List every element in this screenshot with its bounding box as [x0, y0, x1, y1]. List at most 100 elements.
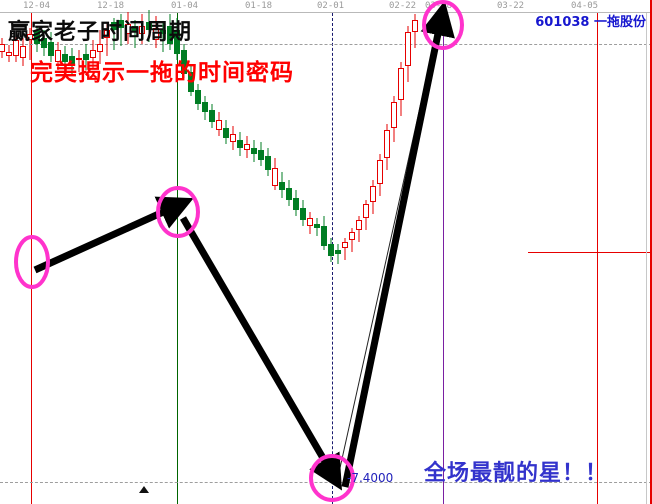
candle-body [356, 220, 362, 230]
candle-body [90, 50, 96, 58]
candlestick [230, 126, 236, 150]
candlestick [111, 18, 117, 50]
candlestick [265, 148, 271, 176]
candle-body [279, 182, 285, 190]
candle-body [223, 128, 229, 138]
candlestick [13, 32, 19, 62]
candle-body [111, 22, 117, 30]
candle-body [349, 232, 355, 240]
candle-body [328, 244, 334, 256]
candle-body [76, 58, 82, 60]
candle-body [300, 208, 306, 220]
candlestick [377, 154, 383, 196]
crosshair-horizontal [528, 252, 652, 253]
candlestick [174, 18, 180, 60]
candle-body [370, 186, 376, 202]
axis-tick-label: 12-04 [23, 1, 51, 11]
candlestick [335, 244, 341, 264]
candlestick [349, 228, 355, 252]
candle-body [118, 20, 124, 28]
candle-body [188, 72, 194, 92]
price-reference-line-2 [0, 44, 652, 45]
candle-body [342, 242, 348, 248]
candlestick [27, 28, 33, 60]
axis-tick-label: 01-18 [245, 1, 273, 11]
candle-body [377, 160, 383, 184]
candlestick [398, 62, 404, 116]
candlestick [244, 136, 250, 158]
candlestick [391, 96, 397, 142]
candlestick [146, 10, 152, 42]
candle-body [335, 250, 341, 254]
candle-body [132, 26, 138, 32]
candle-body [384, 130, 390, 158]
axis-tick-label: 01-04 [171, 1, 199, 11]
candlestick [132, 20, 138, 48]
candlestick [307, 212, 313, 234]
axis-tick-label: 03-08 [425, 1, 453, 11]
candlestick [328, 238, 334, 262]
candle-body [27, 34, 33, 40]
candlestick [48, 32, 54, 62]
page-title: 赢家老子时间周期 [8, 20, 193, 45]
candlestick [118, 14, 124, 46]
axis-rule [0, 12, 652, 13]
candle-body [405, 32, 411, 66]
candlestick [223, 120, 229, 144]
candle-body [265, 156, 271, 170]
candlestick [342, 238, 348, 260]
candlestick [104, 22, 110, 56]
candle-body [412, 20, 418, 32]
candlestick [293, 190, 299, 216]
candlestick [286, 180, 292, 206]
candlestick [216, 112, 222, 136]
candlestick [202, 96, 208, 120]
candle-wick [120, 14, 122, 46]
candle-body [69, 56, 75, 66]
candlestick [363, 200, 369, 230]
candle-wick [134, 20, 136, 48]
candlestick [356, 216, 362, 242]
candlestick [125, 12, 131, 44]
axis-tick-label: 02-22 [389, 1, 417, 11]
candle-body [202, 102, 208, 112]
candle-wick [78, 50, 80, 72]
candle-wick [113, 18, 115, 50]
candle-body [125, 24, 131, 34]
candle-body [230, 134, 236, 142]
candlestick [384, 124, 390, 170]
candle-body [363, 204, 369, 218]
candlestick [139, 14, 145, 44]
candle-body [244, 144, 250, 150]
candlestick [69, 48, 75, 74]
candle-body [391, 102, 397, 128]
candle-body [307, 218, 313, 226]
candlestick [0, 38, 5, 58]
candlestick [370, 180, 376, 214]
candle-body [6, 52, 12, 56]
candle-wick [106, 22, 108, 56]
candle-body [83, 54, 89, 60]
axis-marker-triangle [139, 486, 149, 493]
candlestick [167, 14, 173, 50]
candle-wick [162, 22, 164, 52]
candle-wick [337, 244, 339, 264]
candle-body [13, 40, 19, 56]
candlestick [195, 84, 201, 110]
candlestick [20, 38, 26, 66]
candlestick [412, 14, 418, 48]
axis-tick-label: 12-18 [97, 1, 125, 11]
candle-body [34, 30, 40, 44]
candlestick [83, 44, 89, 70]
candle-body [0, 44, 5, 52]
candle-body [139, 26, 145, 34]
candle-body [286, 188, 292, 200]
candle-body [209, 110, 215, 122]
candle-wick [29, 28, 31, 60]
candlestick [55, 42, 61, 70]
candlestick [62, 46, 68, 70]
axis-tick-label: 02-01 [317, 1, 345, 11]
axis-tick-label: 03-22 [497, 1, 525, 11]
candle-body [48, 42, 54, 56]
